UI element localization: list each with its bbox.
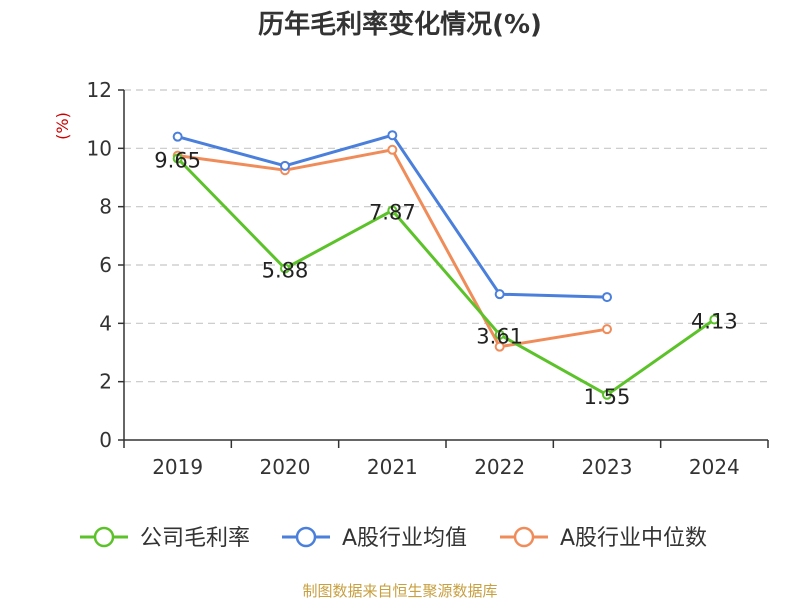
x-tick-label: 2022 xyxy=(474,455,525,479)
legend: 公司毛利率 A股行业均值 A股行业中位数 xyxy=(80,526,707,551)
source-note: 制图数据来自恒生聚源数据库 xyxy=(302,582,497,600)
data-point-industry_median xyxy=(387,144,398,155)
legend-label: A股行业均值 xyxy=(342,526,467,551)
y-tick-label: 12 xyxy=(87,78,112,102)
data-label: 1.55 xyxy=(584,385,631,409)
data-label: 4.13 xyxy=(691,310,738,334)
data-point-company xyxy=(602,389,612,400)
x-tick-label: 2019 xyxy=(152,455,203,479)
y-tick-label: 8 xyxy=(99,195,112,219)
data-point-company xyxy=(387,205,398,216)
x-tick-label: 2024 xyxy=(689,455,740,479)
series-line-company xyxy=(176,157,716,397)
data-label: 5.88 xyxy=(262,259,309,283)
data-point-industry_avg xyxy=(387,130,398,141)
y-tick-label: 10 xyxy=(87,136,112,160)
x-tick-label: 2020 xyxy=(260,455,311,479)
legend-label: A股行业中位数 xyxy=(560,526,707,551)
y-axis-label: (%) xyxy=(53,112,72,140)
series xyxy=(172,130,720,400)
legend-item-industry_avg: A股行业均值 xyxy=(282,526,467,551)
data-point-industry_avg xyxy=(602,292,612,303)
x-tick-label: 2023 xyxy=(582,455,633,479)
x-tick-label: 2021 xyxy=(367,455,418,479)
y-tick-label: 6 xyxy=(99,253,112,277)
series-line-industry_median xyxy=(177,148,608,349)
legend-marker xyxy=(295,526,317,548)
y-tick-label: 2 xyxy=(99,370,112,394)
data-point-industry_median xyxy=(602,324,612,335)
data-point-company xyxy=(280,263,290,274)
data-point-industry_avg xyxy=(494,289,505,300)
legend-item-company: 公司毛利率 xyxy=(80,526,250,551)
data-label: 7.87 xyxy=(369,200,416,224)
axes: 0 2 4 6 8 10 12 2019 2020 2021 2022 2023 2024 xyxy=(87,78,769,479)
data-point-company xyxy=(172,153,183,164)
y-tick-label: 4 xyxy=(99,311,112,335)
data-label: 9.65 xyxy=(154,149,201,173)
chart-title: 历年毛利率变化情况(%) xyxy=(258,9,542,40)
data-point-company xyxy=(494,329,505,340)
legend-marker xyxy=(513,526,535,548)
data-point-industry_avg xyxy=(280,160,290,171)
data-point-industry_median xyxy=(494,341,505,352)
y-tick-label: 0 xyxy=(99,428,112,452)
data-labels: 9.65 5.88 7.87 3.61 1.55 4.13 xyxy=(154,149,737,409)
data-point-company xyxy=(709,314,720,325)
legend-marker xyxy=(93,526,115,548)
data-label: 3.61 xyxy=(476,325,523,349)
grid-lines xyxy=(124,89,768,383)
data-point-industry_avg xyxy=(172,131,183,142)
legend-item-industry_median: A股行业中位数 xyxy=(500,526,707,551)
legend-label: 公司毛利率 xyxy=(140,526,250,551)
